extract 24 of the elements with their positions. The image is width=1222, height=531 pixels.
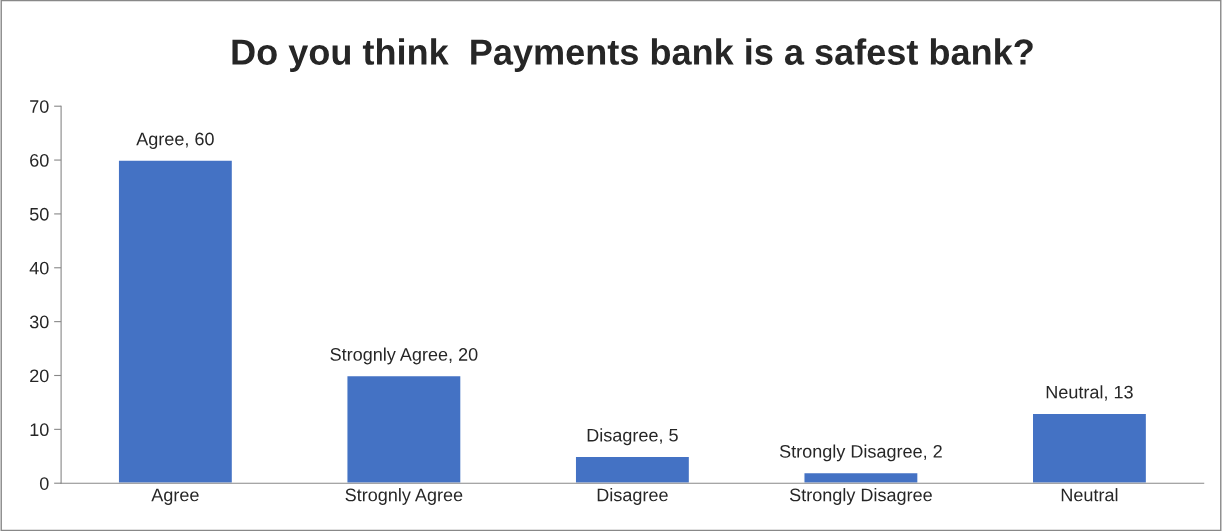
y-tick-label: 10 [30, 423, 49, 437]
data-label: Neutral, 13 [1046, 385, 1133, 401]
y-tick-label: 60 [30, 153, 49, 167]
y-tick-label: 40 [29, 261, 49, 275]
y-tick-label: 30 [29, 315, 49, 329]
bar [1031, 412, 1148, 484]
data-label: Strongly Disagree, 2 [779, 444, 942, 462]
y-tick-label: 0 [39, 477, 49, 490]
data-label: Agree, 60 [136, 132, 214, 149]
bar [117, 159, 234, 484]
bar [346, 374, 462, 484]
y-tick-label: 20 [30, 369, 49, 383]
chart-title: Do you think Payments bank is a safest bank? [232, 38, 1033, 73]
x-tick-label: Strongly Disagree [789, 488, 932, 505]
data-label: Disagree, 5 [587, 428, 678, 446]
bar [803, 471, 919, 484]
x-tick-label: Agree [151, 488, 199, 505]
y-tick-label: 70 [30, 100, 49, 113]
y-tick-label: 50 [29, 207, 49, 221]
x-tick-label: Strognly Agree [345, 488, 463, 505]
bar [574, 455, 691, 484]
x-tick-label: Neutral [1061, 488, 1118, 502]
data-label: Strognly Agree, 20 [330, 347, 478, 365]
x-tick-label: Disagree [597, 488, 668, 505]
